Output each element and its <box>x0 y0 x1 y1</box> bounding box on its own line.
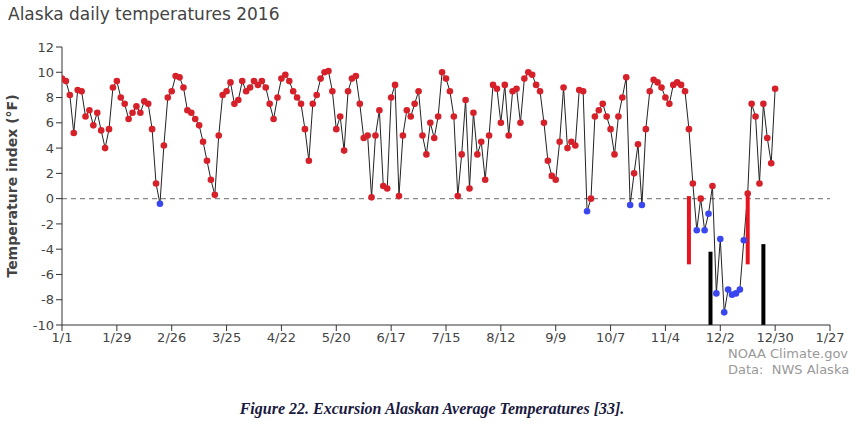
html-text:Figure 22. Excursion Alaskan A: Figure 22. Excursion Alaskan Average Tem… <box>239 400 625 417</box>
svg-text:6: 6 <box>46 115 54 130</box>
svg-text:10: 10 <box>37 65 54 80</box>
html-text:Data: NWS Alaska: Data: NWS Alaska <box>728 362 850 377</box>
svg-text:-10: -10 <box>33 318 54 333</box>
svg-text:12/30: 12/30 <box>756 330 793 345</box>
svg-text:5/20: 5/20 <box>322 330 351 345</box>
svg-text:9/9: 9/9 <box>545 330 566 345</box>
svg-text:12: 12 <box>37 40 54 55</box>
svg-text:2/26: 2/26 <box>157 330 186 345</box>
svg-text:8: 8 <box>46 90 54 105</box>
svg-text:10/7: 10/7 <box>596 330 625 345</box>
svg-text:-6: -6 <box>41 267 54 282</box>
svg-text:1/29: 1/29 <box>102 330 131 345</box>
svg-text:Temperature index (°F): Temperature index (°F) <box>8 94 20 277</box>
svg-text:1/27: 1/27 <box>815 330 844 345</box>
svg-text:4/22: 4/22 <box>267 330 296 345</box>
svg-text:0: 0 <box>46 191 54 206</box>
svg-text:6/17: 6/17 <box>377 330 406 345</box>
html-text:NOAA Climate.gov: NOAA Climate.gov <box>728 346 849 361</box>
svg-text:1/1: 1/1 <box>52 330 73 345</box>
svg-text:12/2: 12/2 <box>706 330 735 345</box>
html-text:Alaska daily temperatures 2016: Alaska daily temperatures 2016 <box>8 4 280 24</box>
svg-text:7/15: 7/15 <box>431 330 460 345</box>
svg-text:2: 2 <box>46 166 54 181</box>
svg-text:11/4: 11/4 <box>651 330 680 345</box>
svg-text:-4: -4 <box>41 242 54 257</box>
svg-text:3/25: 3/25 <box>212 330 241 345</box>
svg-text:-8: -8 <box>41 292 54 307</box>
svg-text:4: 4 <box>46 141 54 156</box>
svg-text:8/12: 8/12 <box>486 330 515 345</box>
svg-text:-2: -2 <box>41 217 54 232</box>
